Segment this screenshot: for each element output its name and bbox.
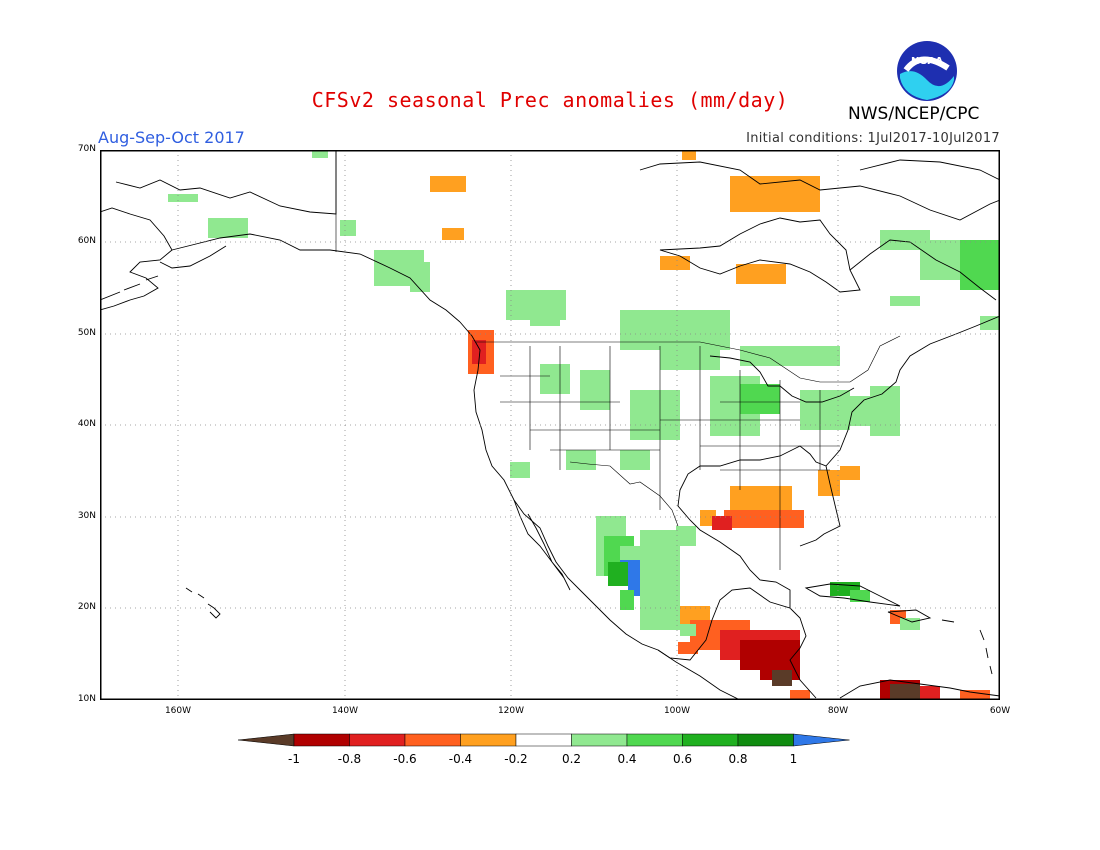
lat-label: 30N [77, 511, 96, 521]
anomaly-cell [208, 218, 248, 238]
anomaly-cell [790, 690, 810, 700]
lon-label: 140W [331, 706, 359, 716]
colorbar-swatch [460, 733, 517, 747]
colorbar-label: 0.8 [728, 752, 748, 766]
lon-label: 160W [164, 706, 192, 716]
colorbar-swatch [515, 733, 572, 747]
anomaly-cell [676, 526, 696, 546]
anomaly-cell [678, 642, 698, 654]
anomaly-cell [730, 176, 820, 212]
anomaly-cell [840, 466, 860, 480]
anomaly-cell [566, 450, 596, 470]
colorbar-label: 0.4 [617, 752, 637, 766]
agency-label: NWS/NCEP/CPC [848, 104, 980, 124]
coastlines [100, 150, 1000, 700]
anomaly-cell [510, 462, 530, 478]
anomaly-cell [890, 296, 920, 306]
anomaly-cell [640, 590, 680, 630]
colorbar [238, 733, 850, 747]
colorbar-label: -0.6 [393, 752, 417, 766]
anomaly-cell [620, 450, 650, 470]
colorbar-swatch [737, 733, 794, 747]
gridlines [100, 150, 1000, 700]
anomaly-cell [442, 228, 464, 240]
colorbar-label: 0.2 [561, 752, 582, 766]
colorbar-swatch [349, 733, 406, 747]
lat-label: 60N [77, 236, 96, 246]
map-title: CFSv2 seasonal Prec anomalies (mm/day) [311, 88, 789, 112]
noaa-logo: NOAA [897, 41, 957, 101]
precip-anomaly-map [100, 150, 1000, 700]
anomaly-cell [772, 670, 792, 686]
colorbar-swatch [571, 733, 628, 747]
anomaly-cell [740, 346, 800, 366]
anomaly-cell [900, 618, 920, 630]
anomaly-cell [340, 220, 356, 236]
lat-label: 50N [77, 328, 96, 338]
lon-label: 100W [663, 706, 691, 716]
lon-label: 60W [989, 706, 1011, 716]
anomaly-cell [660, 256, 690, 270]
initial-conditions-label: Initial conditions: 1Jul2017-10Jul2017 [746, 131, 1000, 146]
colorbar-swatch [293, 733, 350, 747]
anomaly-cell [818, 470, 840, 496]
anomaly-cell [682, 150, 696, 160]
anomaly-cell [660, 340, 720, 370]
anomaly-cell [472, 340, 486, 364]
colorbar-label: -1 [288, 752, 300, 766]
anomaly-cell [920, 686, 940, 700]
anomaly-cell [608, 562, 628, 586]
lat-label: 20N [77, 602, 96, 612]
anomaly-cell [630, 390, 680, 440]
anomaly-cell [960, 240, 1000, 290]
season-label: Aug-Sep-Oct 2017 [98, 128, 245, 147]
anomaly-cell [724, 510, 804, 528]
anomaly-cell [880, 230, 930, 250]
anomaly-cell [680, 624, 696, 636]
colorbar-swatch [626, 733, 683, 747]
anomaly-cell [870, 386, 900, 436]
colorbar-left-arrow [238, 733, 295, 747]
anomaly-cell [980, 316, 1000, 330]
lon-label: 80W [827, 706, 849, 716]
anomaly-cell [740, 384, 780, 414]
anomaly-cell [800, 346, 840, 366]
anomaly-cell [850, 590, 870, 602]
anomaly-cell [620, 590, 634, 610]
colorbar-swatch [404, 733, 461, 747]
anomaly-cell [430, 176, 466, 192]
lon-label: 120W [497, 706, 525, 716]
anomaly-cell [410, 262, 430, 292]
anomaly-cell [640, 530, 680, 590]
political-borders [335, 150, 901, 570]
anomaly-cell [890, 684, 920, 700]
anomaly-cell [530, 306, 560, 326]
lat-label: 10N [77, 694, 96, 704]
colorbar-label: 0.6 [672, 752, 693, 766]
anomaly-cell [312, 150, 328, 158]
anomaly-cell [960, 690, 990, 700]
lat-label: 70N [77, 144, 96, 154]
anomaly-cell [736, 264, 786, 284]
colorbar-right-arrow [793, 733, 850, 747]
map-frame [100, 150, 1000, 700]
anomaly-cells [168, 150, 1000, 700]
colorbar-swatch [682, 733, 739, 747]
colorbar-label: -0.4 [448, 752, 473, 766]
anomaly-cell [712, 516, 732, 530]
colorbar-label: 1 [789, 752, 798, 766]
noaa-logo-text: NOAA [911, 56, 943, 67]
anomaly-cell [580, 370, 610, 410]
anomaly-cell [540, 364, 570, 394]
anomaly-cell [168, 194, 198, 202]
colorbar-label: -0.2 [504, 752, 528, 766]
lat-label: 40N [77, 419, 96, 429]
colorbar-label: -0.8 [337, 752, 362, 766]
